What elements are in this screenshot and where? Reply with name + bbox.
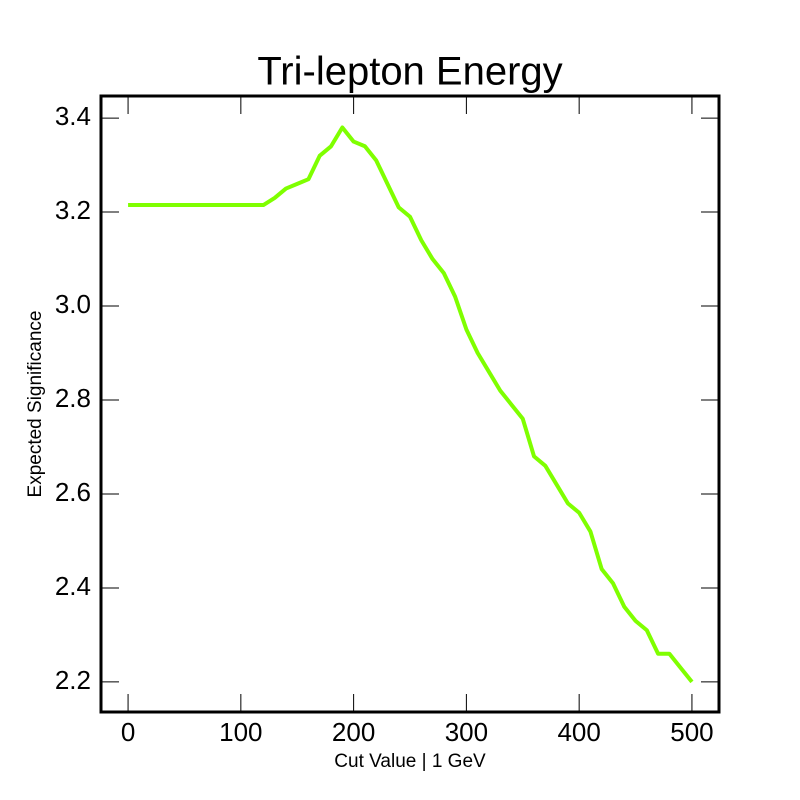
y-tick-label: 2.6 bbox=[55, 477, 91, 507]
y-axis-label: Expected Significance bbox=[25, 311, 46, 498]
y-tick-label: 2.4 bbox=[55, 571, 91, 601]
y-tick-label: 3.2 bbox=[55, 195, 91, 225]
x-tick-label: 400 bbox=[557, 717, 600, 747]
y-tick-label: 3.0 bbox=[55, 289, 91, 319]
x-tick-label: 0 bbox=[121, 717, 135, 747]
x-tick-label: 100 bbox=[219, 717, 262, 747]
x-tick-label: 300 bbox=[445, 717, 488, 747]
x-tick-label: 500 bbox=[670, 717, 713, 747]
y-tick-label: 2.8 bbox=[55, 383, 91, 413]
plot-frame bbox=[99, 94, 721, 714]
y-tick-label: 3.4 bbox=[55, 101, 91, 131]
x-tick-label: 200 bbox=[332, 717, 375, 747]
x-axis-label: Cut Value | 1 GeV bbox=[334, 751, 486, 772]
chart-title: Tri-lepton Energy bbox=[257, 50, 562, 94]
y-tick-label: 2.2 bbox=[55, 665, 91, 695]
data-line bbox=[128, 125, 694, 684]
